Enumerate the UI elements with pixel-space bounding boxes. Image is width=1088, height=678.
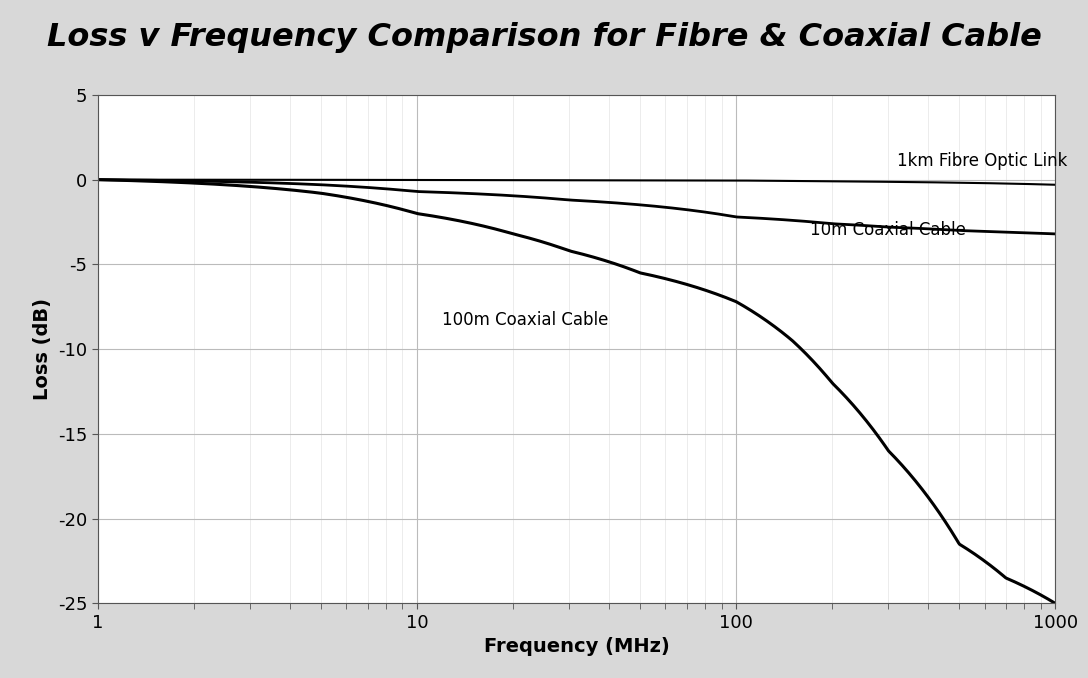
Text: Loss v Frequency Comparison for Fibre & Coaxial Cable: Loss v Frequency Comparison for Fibre & … <box>47 22 1041 53</box>
Text: 1km Fibre Optic Link: 1km Fibre Optic Link <box>898 151 1067 170</box>
Text: 10m Coaxial Cable: 10m Coaxial Cable <box>809 221 966 239</box>
X-axis label: Frequency (MHz): Frequency (MHz) <box>484 637 669 656</box>
Y-axis label: Loss (dB): Loss (dB) <box>34 298 52 400</box>
Text: 100m Coaxial Cable: 100m Coaxial Cable <box>443 311 608 329</box>
